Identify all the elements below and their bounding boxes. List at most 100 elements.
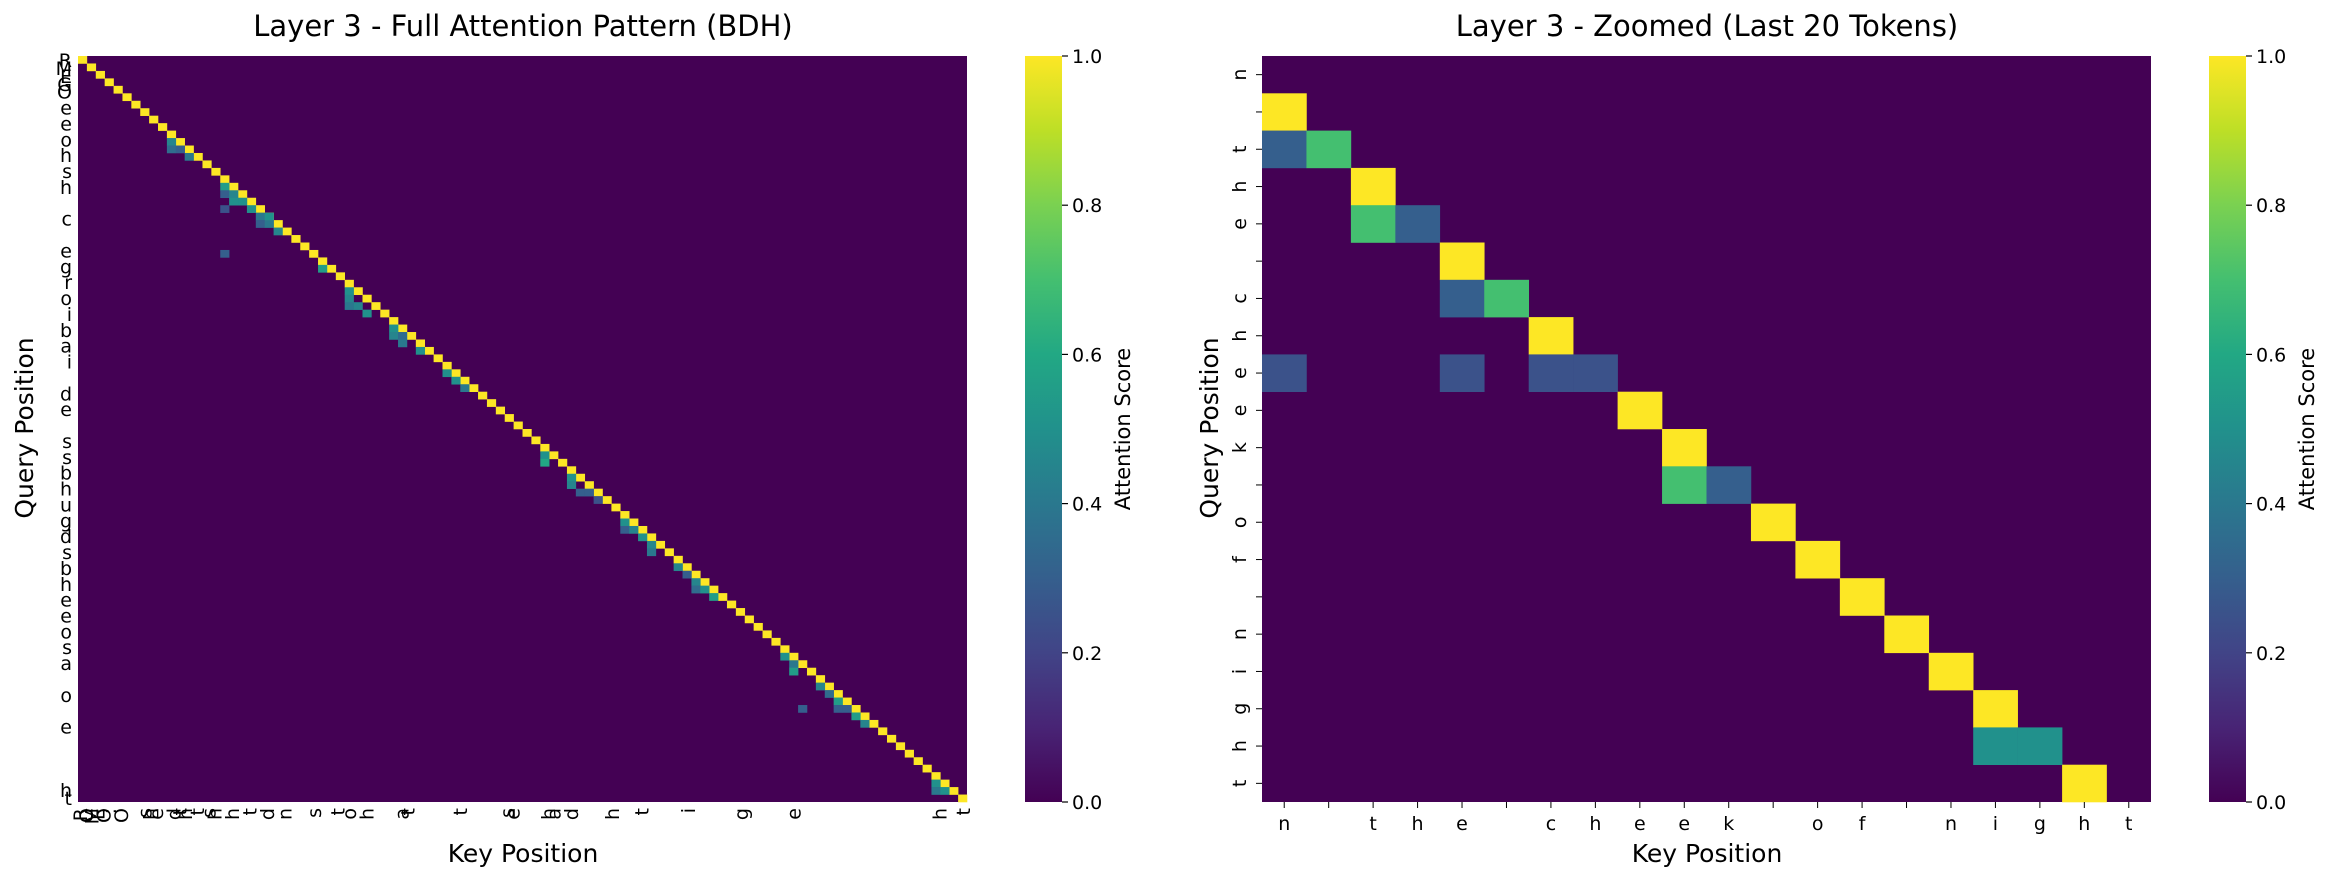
x-tick-label: s [304, 808, 326, 818]
y-tick-label: t [1229, 146, 1251, 153]
heatmap-cell [931, 787, 941, 795]
heatmap-cell [140, 108, 150, 116]
heatmap-cell [398, 339, 408, 348]
heatmap-cell [931, 772, 941, 780]
heatmap-cell [833, 705, 843, 713]
heatmap-cell [833, 697, 843, 706]
right-x-axis-label: Key Position [1632, 839, 1783, 868]
heatmap-cell [344, 279, 354, 288]
y-tick-label: h [60, 145, 72, 167]
heatmap-cell [406, 332, 417, 340]
heatmap-cell [1617, 391, 1663, 430]
y-tick-label: g [60, 256, 72, 278]
heatmap-cell [886, 734, 897, 743]
left-x-axis-label: Key Position [448, 839, 599, 868]
heatmap-cell [504, 414, 514, 422]
heatmap-cell [753, 622, 763, 631]
heatmap-cell [335, 272, 345, 281]
heatmap-cell [451, 369, 461, 378]
y-tick-label: h [60, 574, 72, 596]
heatmap-cell [166, 130, 177, 139]
y-tick-label: d [60, 383, 72, 405]
y-tick-label: f [1229, 555, 1251, 563]
colorbar-tick-label: 0.8 [2256, 195, 2286, 217]
y-tick-label: g [1229, 703, 1251, 715]
heatmap-cell [78, 56, 88, 64]
heatmap-cell [1528, 354, 1574, 392]
y-tick-label: o [60, 685, 72, 707]
heatmap-cell [709, 593, 719, 601]
heatmap-cell [558, 458, 568, 467]
heatmap-cell [424, 346, 434, 355]
x-tick-label: e [1634, 813, 1646, 835]
heatmap-cell [282, 227, 292, 236]
heatmap-cell [780, 645, 790, 654]
heatmap-cell [1350, 167, 1396, 206]
y-tick-label: s [62, 161, 72, 183]
y-tick-label: o [1229, 516, 1251, 528]
x-tick-label: g [2034, 813, 2046, 835]
colorbar-tick-label: 0.6 [1072, 344, 1102, 366]
colorbar-tick-label: 0.6 [2256, 344, 2286, 366]
y-tick-label: s [62, 542, 72, 564]
heatmap-cell [326, 264, 337, 273]
y-tick-label: e [60, 240, 72, 262]
x-tick-label: O [76, 808, 98, 823]
heatmap-cell [940, 779, 950, 788]
left-y-axis-label: Query Position [10, 337, 39, 518]
x-tick-label: t [397, 808, 419, 815]
heatmap-cell [673, 555, 683, 564]
heatmap-cell [549, 451, 559, 460]
heatmap-cell [922, 764, 932, 773]
heatmap-cell [122, 93, 132, 102]
heatmap-cell [638, 533, 648, 542]
y-tick-label: s [62, 431, 72, 453]
heatmap-cell [175, 138, 185, 146]
x-tick-label: i [678, 808, 700, 813]
heatmap-cell [620, 511, 630, 519]
heatmap-cell [513, 421, 523, 430]
heatmap-cell [238, 197, 248, 206]
heatmap-cell [264, 212, 274, 221]
heatmap-cell [1306, 130, 1352, 169]
heatmap-cell [460, 376, 470, 385]
heatmap-cell [878, 727, 888, 736]
heatmap-cell [904, 749, 914, 758]
colorbar-tick-label: 1.0 [2256, 46, 2286, 68]
heatmap-cell [1928, 652, 1974, 691]
heatmap-cell [646, 533, 657, 542]
heatmap-cell [593, 496, 603, 504]
heatmap-cell [824, 690, 834, 698]
heatmap-cell [353, 287, 363, 296]
y-tick-label: R [59, 50, 72, 72]
colorbar-tick-label: 0.2 [2256, 643, 2286, 665]
heatmap-cell [104, 78, 114, 87]
x-tick-label: t [1369, 813, 1376, 835]
heatmap-cell [1439, 242, 1485, 281]
heatmap-cell [380, 309, 390, 318]
x-tick-label: o [339, 808, 361, 820]
heatmap-cell [682, 570, 692, 579]
x-tick-label: h [1412, 813, 1424, 835]
heatmap-cell [691, 578, 701, 586]
heatmap-cell [1262, 130, 1307, 169]
heatmap-cell [646, 548, 657, 557]
heatmap-cell [691, 570, 701, 579]
x-tick-label: a [544, 808, 566, 820]
heatmap-cell [789, 660, 799, 669]
heatmap-cell [255, 212, 265, 221]
heatmap-cell [460, 384, 470, 392]
x-tick-label: o [1812, 813, 1824, 835]
heatmap-cell [433, 354, 443, 363]
y-tick-label: e [1229, 404, 1251, 416]
y-tick-label: a [60, 653, 72, 675]
heatmap-cell [255, 205, 265, 213]
colorbar-tick-label: 0.2 [1072, 643, 1102, 665]
x-tick-label: n [1278, 813, 1290, 835]
x-tick-label: g [731, 808, 753, 820]
heatmap-cell [184, 152, 194, 161]
x-tick-label: a [392, 808, 414, 820]
heatmap-cell [1439, 279, 1485, 318]
